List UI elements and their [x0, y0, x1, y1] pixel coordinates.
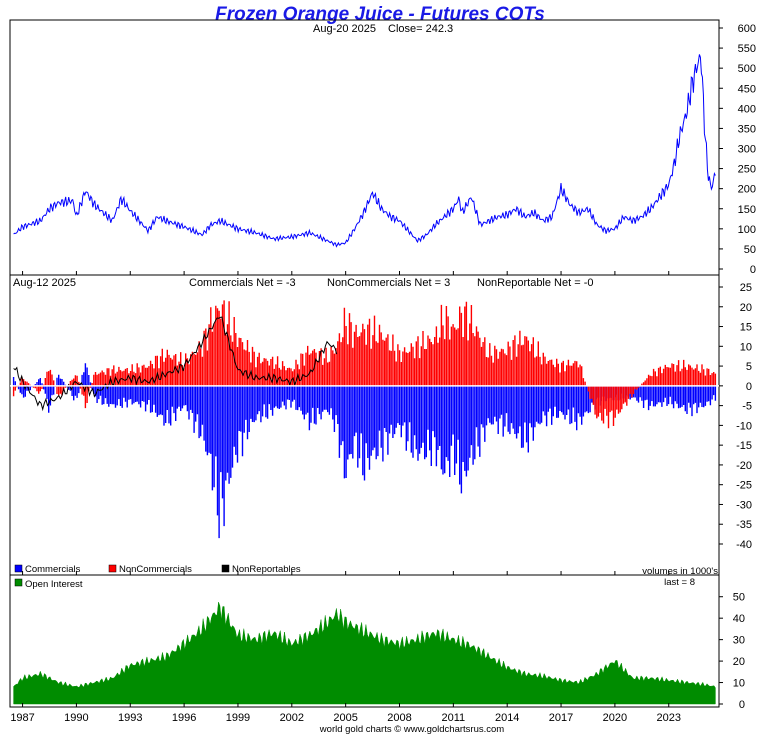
xtick-label: 2020: [603, 712, 627, 724]
noncommercials-net: NonCommercials Net = 3: [327, 277, 450, 289]
cot-ytick-label: -10: [736, 420, 752, 432]
cot-plot: [10, 300, 719, 539]
oi-plot: [13, 602, 716, 705]
xtick-label: 2011: [442, 712, 466, 724]
xtick-label: 1987: [10, 712, 34, 724]
price-panel-frame: [9, 19, 720, 276]
oi-ytick-label: 10: [733, 678, 745, 690]
volume-note: volumes in 1000's: [642, 566, 718, 577]
price-plot: [13, 54, 716, 248]
xtick-label: 2005: [333, 712, 357, 724]
xtick-label: 1996: [172, 712, 196, 724]
xtick-label: 2017: [549, 712, 573, 724]
price-ytick-label: 400: [738, 103, 756, 115]
price-close: Close= 242.3: [388, 23, 453, 35]
legend-swatch-commercials: [14, 564, 23, 573]
cot-ytick-label: 10: [740, 341, 752, 353]
oi-ytick-label: 50: [733, 592, 745, 604]
price-ytick-label: 0: [750, 264, 756, 276]
nonreportable-net: NonReportable Net = -0: [477, 277, 593, 289]
legend-nonreportables: NonReportables: [232, 564, 301, 575]
cot-ytick-label: 15: [740, 322, 752, 334]
price-ytick-label: 250: [738, 164, 756, 176]
cot-ytick-label: -15: [736, 440, 752, 452]
price-ytick-label: 450: [738, 83, 756, 95]
axes: 050100150200250300350400450500550600-40-…: [10, 23, 756, 724]
commercials-net: Commercials Net = -3: [189, 277, 296, 289]
xtick-label: 1993: [118, 712, 142, 724]
cot-date: Aug-12 2025: [13, 277, 76, 289]
price-line: [13, 54, 716, 248]
xtick-label: 2002: [280, 712, 304, 724]
oi-ytick-label: 0: [739, 699, 745, 711]
xtick-label: 2023: [656, 712, 680, 724]
price-ytick-label: 100: [738, 224, 756, 236]
cot-ytick-label: 25: [740, 282, 752, 294]
cot-ytick-label: -25: [736, 480, 752, 492]
legend-swatch-open-interest: [14, 578, 23, 587]
legend-noncommercials: NonCommercials: [119, 564, 192, 575]
cot-ytick-label: -35: [736, 519, 752, 531]
cot-ytick-label: -30: [736, 499, 752, 511]
cot-ytick-label: 0: [746, 381, 752, 393]
cot-bars-noncommercials: [12, 300, 717, 429]
xtick-label: 2014: [495, 712, 519, 724]
price-ytick-label: 50: [744, 244, 756, 256]
xtick-label: 1999: [226, 712, 250, 724]
price-ytick-label: 150: [738, 204, 756, 216]
oi-ytick-label: 30: [733, 635, 745, 647]
legend-open-interest: Open Interest: [25, 579, 83, 590]
price-date: Aug-20 2025: [313, 23, 376, 35]
open-interest-area: [13, 602, 716, 705]
oi-ytick-label: 40: [733, 613, 745, 625]
price-ytick-label: 350: [738, 123, 756, 135]
cot-ytick-label: -5: [742, 401, 752, 413]
legend-commercials: Commercials: [25, 564, 81, 575]
cot-ytick-label: -40: [736, 539, 752, 551]
cot-ytick-label: 5: [746, 361, 752, 373]
cot-bars-commercials: [12, 363, 717, 539]
price-ytick-label: 600: [738, 23, 756, 35]
legend-swatch-noncommercials: [108, 564, 117, 573]
last-note: last = 8: [664, 577, 695, 588]
price-ytick-label: 200: [738, 184, 756, 196]
oi-panel-frame: [9, 574, 720, 708]
price-ytick-label: 550: [738, 43, 756, 55]
cot-line-nonreportables: [13, 316, 338, 412]
price-ytick-label: 500: [738, 63, 756, 75]
price-ytick-label: 300: [738, 144, 756, 156]
cot-ytick-label: -20: [736, 460, 752, 472]
legend-swatch-nonreportables: [221, 564, 230, 573]
xtick-label: 1990: [64, 712, 88, 724]
chart-title: Frozen Orange Juice - Futures COTs: [215, 4, 545, 25]
cot-ytick-label: 20: [740, 302, 752, 314]
xtick-label: 2008: [387, 712, 411, 724]
footer-credit: world gold charts © www.goldchartsrus.co…: [319, 724, 504, 735]
oi-ytick-label: 20: [733, 656, 745, 668]
